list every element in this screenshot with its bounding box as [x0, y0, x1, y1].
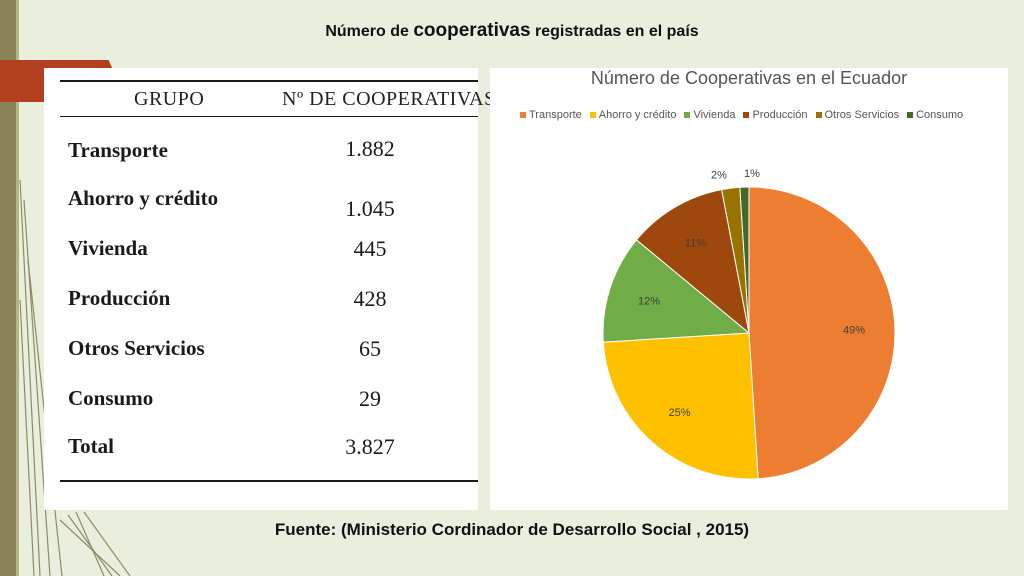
legend-swatch — [520, 112, 526, 118]
legend-item: Ahorro y crédito — [589, 109, 677, 121]
pie-slice — [748, 186, 896, 480]
row-value-ahorro: 1.045 — [345, 196, 395, 221]
slice-label: 25% — [668, 407, 690, 419]
slice-label: 1% — [744, 168, 760, 180]
source-citation: Fuente: (Ministerio Cordinador de Desarr… — [274, 520, 750, 539]
slide-title: Número de cooperativas registradas en el… — [0, 20, 1024, 42]
pie-slice — [602, 239, 751, 343]
legend-swatch — [589, 112, 596, 118]
legend-item: Transporte — [520, 109, 582, 121]
pie-slice — [635, 189, 750, 335]
legend-swatch — [684, 112, 691, 118]
legend-item: Vivienda — [684, 109, 735, 121]
left-decor-stripe — [16, 0, 19, 576]
chart-title: Número de Cooperativas en el Ecuador — [590, 68, 908, 88]
title-emphasis: cooperativas — [413, 20, 531, 41]
slice-label: 49% — [843, 325, 865, 337]
row-label-transporte: Transporte — [68, 138, 168, 162]
legend-label: Producción — [752, 109, 808, 121]
left-decor-bar — [0, 0, 16, 576]
legend-label: Ahorro y crédito — [598, 109, 677, 121]
legend-label: Vivienda — [693, 109, 736, 121]
pie-chart: 49% 25% 12% 11% 2% 1% — [602, 168, 896, 480]
row-value-otros: 65 — [359, 336, 381, 361]
row-label-vivienda: Vivienda — [68, 236, 148, 260]
header-group: GRUPO — [134, 88, 205, 110]
title-prefix: Número de — [325, 23, 414, 40]
slice-label: 2% — [711, 169, 727, 181]
row-value-produccion: 428 — [353, 286, 387, 311]
row-label-total: Total — [68, 434, 114, 458]
legend-label: Otros Servicios — [824, 109, 900, 121]
legend-item: Consumo — [907, 109, 963, 121]
header-count: Nº DE COOPERATIVAS — [282, 88, 496, 110]
legend-label: Consumo — [916, 109, 964, 121]
row-value-transporte: 1.882 — [345, 136, 395, 161]
slice-label: 12% — [638, 296, 660, 308]
legend-swatch — [743, 112, 750, 118]
legend-swatch — [907, 112, 914, 118]
pie-slice — [739, 186, 750, 334]
legend-item: Otros Servicios — [815, 109, 900, 121]
legend-label: Transporte — [529, 109, 582, 121]
row-value-vivienda: 445 — [353, 236, 387, 261]
row-value-total: 3.827 — [345, 434, 395, 459]
cooperatives-table: GRUPO Nº DE COOPERATIVAS Transporte 1.88… — [44, 68, 495, 510]
legend-swatch — [815, 112, 822, 118]
table-top-rule — [60, 80, 478, 82]
table-header-rule — [60, 116, 478, 117]
legend-item: Producción — [743, 109, 808, 121]
row-label-produccion: Producción — [68, 286, 171, 310]
table-bottom-rule — [60, 480, 478, 482]
slice-label: 11% — [685, 238, 706, 250]
chart-legend: Transporte Ahorro y crédito Vivienda Produc… — [520, 109, 1008, 121]
row-label-consumo: Consumo — [68, 386, 154, 410]
row-label-otros: Otros Servicios — [68, 336, 205, 360]
row-label-ahorro: Ahorro y crédito — [68, 186, 219, 210]
title-suffix: registradas en el país — [530, 23, 699, 40]
pie-chart-panel: Número de Cooperativas en el Ecuador Tra… — [490, 68, 1008, 510]
row-value-consumo: 29 — [359, 386, 381, 411]
pie-slice — [602, 332, 759, 480]
